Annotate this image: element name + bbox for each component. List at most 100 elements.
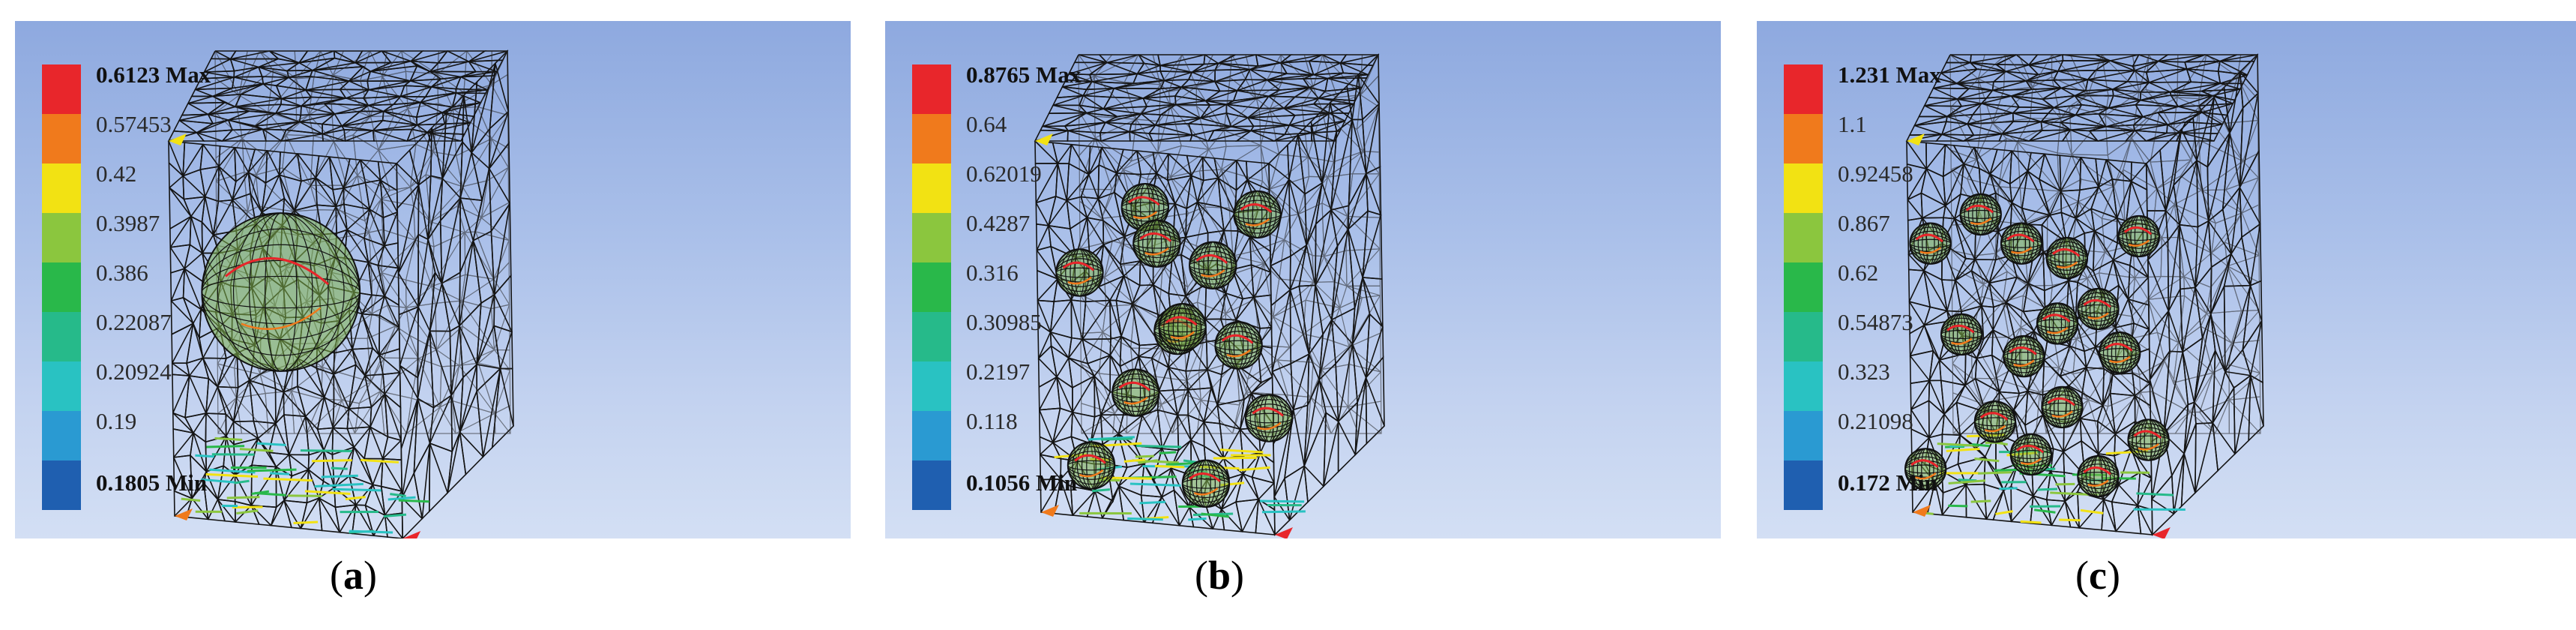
legend-swatch: [912, 64, 951, 114]
caption-b-letter: b: [1207, 553, 1231, 598]
legend-swatch: [42, 411, 81, 460]
legend-swatch: [1784, 213, 1823, 262]
legend-swatch: [42, 312, 81, 362]
particle-sphere: [1120, 183, 1169, 232]
particle-sphere: [2036, 302, 2079, 345]
legend-label: 0.3987: [96, 210, 160, 236]
panel-c: 1.231 Max 1.1 0.92458 0.867 0.62 0.54873…: [1757, 21, 2576, 538]
legend-swatch: [1784, 312, 1823, 362]
particle-sphere: [1181, 459, 1231, 508]
panel-b: 0.8765 Max 0.64 0.62019 0.4287 0.316 0.3…: [885, 21, 1721, 538]
caption-c-letter: c: [2088, 553, 2107, 598]
legend-swatch: [912, 262, 951, 312]
particle-sphere: [2117, 214, 2161, 258]
particles: [201, 212, 361, 372]
legend-label: 0.62: [1838, 260, 1879, 286]
legend-label: 0.386: [96, 260, 148, 286]
legend-swatch: [912, 362, 951, 411]
legend-swatch: [1784, 262, 1823, 312]
legend-swatch: [1784, 362, 1823, 411]
caption-a: (a): [330, 553, 377, 598]
particle-sphere: [1233, 190, 1282, 239]
legend-label: 1.1: [1838, 111, 1867, 137]
caption-b: (b): [1195, 553, 1245, 598]
legend-label: 0.2197: [966, 358, 1031, 385]
particles: [1055, 183, 1294, 508]
legend-max-label: 1.231 Max: [1838, 62, 1941, 88]
particle-sphere: [2000, 222, 2043, 265]
particle-sphere: [1904, 448, 1947, 490]
legend-label: 0.867: [1838, 210, 1890, 236]
particle-sphere: [1959, 193, 2002, 236]
legend-label: 0.4287: [966, 210, 1031, 236]
particle-sphere: [2077, 454, 2120, 498]
legend-swatch: [1784, 164, 1823, 213]
mesh-wireframe-b: [1034, 53, 1385, 538]
legend-swatch: [42, 213, 81, 262]
legend-swatch: [912, 312, 951, 362]
legend-label: 0.57453: [96, 111, 172, 137]
particle-sphere: [1940, 313, 1983, 356]
particle-sphere: [201, 212, 361, 372]
legend-label: 0.62019: [966, 160, 1042, 187]
legend-label: 0.42: [96, 160, 137, 187]
particle-sphere: [2099, 332, 2141, 374]
legend-label: 0.54873: [1838, 309, 1913, 335]
legend-swatch: [42, 460, 81, 510]
particle-sphere: [2041, 386, 2084, 429]
legend-min-label: 0.1805 Min: [96, 470, 208, 496]
legend-swatch: [912, 411, 951, 460]
caption-a-letter: a: [343, 553, 364, 598]
particle-sphere: [1189, 241, 1237, 290]
stress-highlights: [1035, 134, 1306, 538]
legend-label: 0.92458: [1838, 160, 1913, 187]
legend-label: 0.20924: [96, 358, 172, 385]
particle-sphere: [2045, 236, 2089, 280]
legend-max-label: 0.8765 Max: [966, 62, 1082, 88]
legend-swatch: [1784, 460, 1823, 510]
particle-sphere: [1132, 219, 1181, 268]
legend-swatch: [912, 460, 951, 510]
particle-sphere: [1055, 248, 1104, 297]
color-legend-c: 1.231 Max 1.1 0.92458 0.867 0.62 0.54873…: [1784, 62, 2054, 514]
mesh-wireframe-a: [167, 50, 514, 538]
legend-min-label: 0.172 Min: [1838, 470, 1937, 496]
particle-sphere: [1973, 400, 2017, 443]
legend-label: 0.19: [96, 408, 137, 434]
particle-sphere: [1909, 222, 1952, 265]
legend-min-label: 0.1056 Min: [966, 470, 1078, 496]
particle-sphere: [1214, 321, 1263, 370]
particle-sphere: [2003, 334, 2045, 378]
legend-swatch: [42, 164, 81, 213]
legend-swatch: [42, 114, 81, 164]
legend-label: 0.316: [966, 260, 1019, 286]
legend-swatch: [42, 362, 81, 411]
color-legend-a: 0.6123 Max 0.57453 0.42 0.3987 0.386 0.2…: [42, 62, 312, 514]
legend-label: 0.64: [966, 111, 1007, 137]
particle-sphere: [2009, 433, 2053, 476]
particle-sphere: [2127, 418, 2170, 461]
panel-a: 0.6123 Max 0.57453 0.42 0.3987 0.386 0.2…: [15, 21, 851, 538]
legend-swatch: [1784, 411, 1823, 460]
stress-highlights: [169, 134, 429, 538]
color-legend-b: 0.8765 Max 0.64 0.62019 0.4287 0.316 0.3…: [912, 62, 1182, 514]
legend-max-label: 0.6123 Max: [96, 62, 211, 88]
legend-label: 0.323: [1838, 358, 1890, 385]
legend-swatch: [912, 114, 951, 164]
particle-sphere: [1244, 394, 1294, 442]
particle-sphere: [2077, 287, 2120, 331]
legend-label: 0.22087: [96, 309, 172, 335]
particle-sphere: [1111, 368, 1160, 417]
legend-swatch: [912, 213, 951, 262]
legend-label: 0.21098: [1838, 408, 1913, 434]
mesh-wireframe-c: [1904, 53, 2264, 538]
legend-swatch: [1784, 114, 1823, 164]
caption-c: (c): [2075, 553, 2120, 598]
legend-swatch: [42, 64, 81, 114]
particle-sphere: [1067, 441, 1116, 490]
legend-label: 0.30985: [966, 309, 1042, 335]
legend-swatch: [912, 164, 951, 213]
legend-label: 0.118: [966, 408, 1018, 434]
particle-sphere: [1158, 303, 1207, 352]
legend-swatch: [42, 262, 81, 312]
